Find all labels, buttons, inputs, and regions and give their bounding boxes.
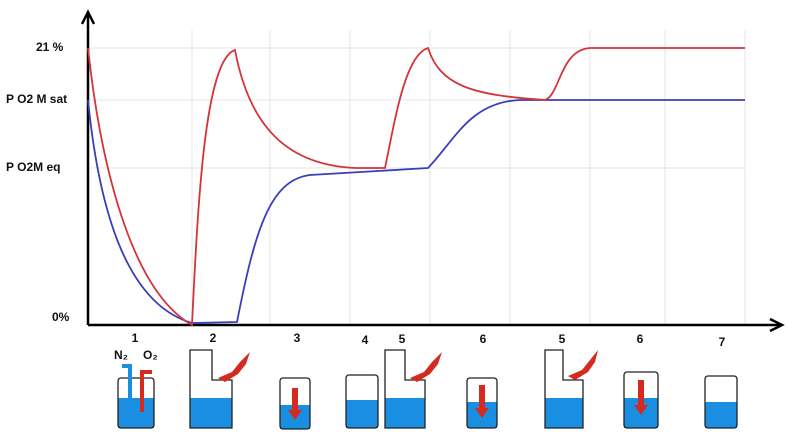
phase-label: 4 (362, 333, 369, 347)
y-label: 21 % (36, 40, 64, 54)
y-labels: 21 % P O2 M sat P O2M eq 0% (6, 40, 70, 324)
y-label: 0% (52, 310, 70, 324)
gas-label: N₂ (114, 348, 128, 362)
y-label: P O2M eq (6, 160, 60, 174)
phase-label: 5 (559, 332, 566, 346)
grid (88, 30, 746, 325)
phase-label: 5 (399, 332, 406, 346)
phase-label: 6 (480, 332, 487, 346)
phase-label: 1 (132, 331, 139, 345)
red-curve (87, 46, 745, 327)
gas-label: O₂ (143, 348, 158, 362)
blue-curve (87, 99, 745, 324)
icons: N₂ O₂ (114, 348, 738, 430)
phase-label: 3 (294, 331, 301, 345)
phase-labels: 1 2 3 4 5 6 5 6 7 (132, 331, 726, 349)
phase-label: 6 (637, 332, 644, 346)
axes (80, 9, 785, 333)
y-label: P O2 M sat (6, 92, 67, 106)
phase-label: 2 (210, 331, 217, 345)
phase-label: 7 (719, 335, 726, 349)
